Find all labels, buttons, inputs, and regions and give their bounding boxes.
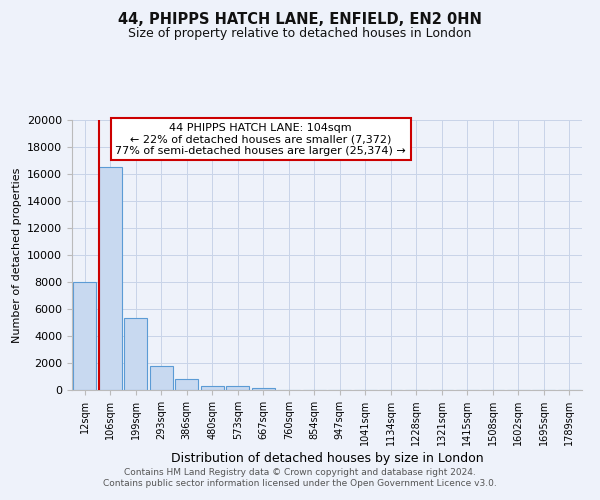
Bar [73,282,96,390]
Text: 44, PHIPPS HATCH LANE, ENFIELD, EN2 0HN: 44, PHIPPS HATCH LANE, ENFIELD, EN2 0HN [118,12,482,28]
Y-axis label: Number of detached properties: Number of detached properties [11,168,22,342]
Bar [201,386,224,390]
Bar [124,318,147,390]
Bar [99,167,122,390]
X-axis label: Distribution of detached houses by size in London: Distribution of detached houses by size … [170,452,484,465]
Text: 44 PHIPPS HATCH LANE: 104sqm
← 22% of detached houses are smaller (7,372)
77% of: 44 PHIPPS HATCH LANE: 104sqm ← 22% of de… [115,122,406,156]
Bar [175,379,198,390]
Text: Contains HM Land Registry data © Crown copyright and database right 2024.
Contai: Contains HM Land Registry data © Crown c… [103,468,497,487]
Bar [252,388,275,390]
Text: Size of property relative to detached houses in London: Size of property relative to detached ho… [128,28,472,40]
Bar [226,386,249,390]
Bar [150,366,173,390]
